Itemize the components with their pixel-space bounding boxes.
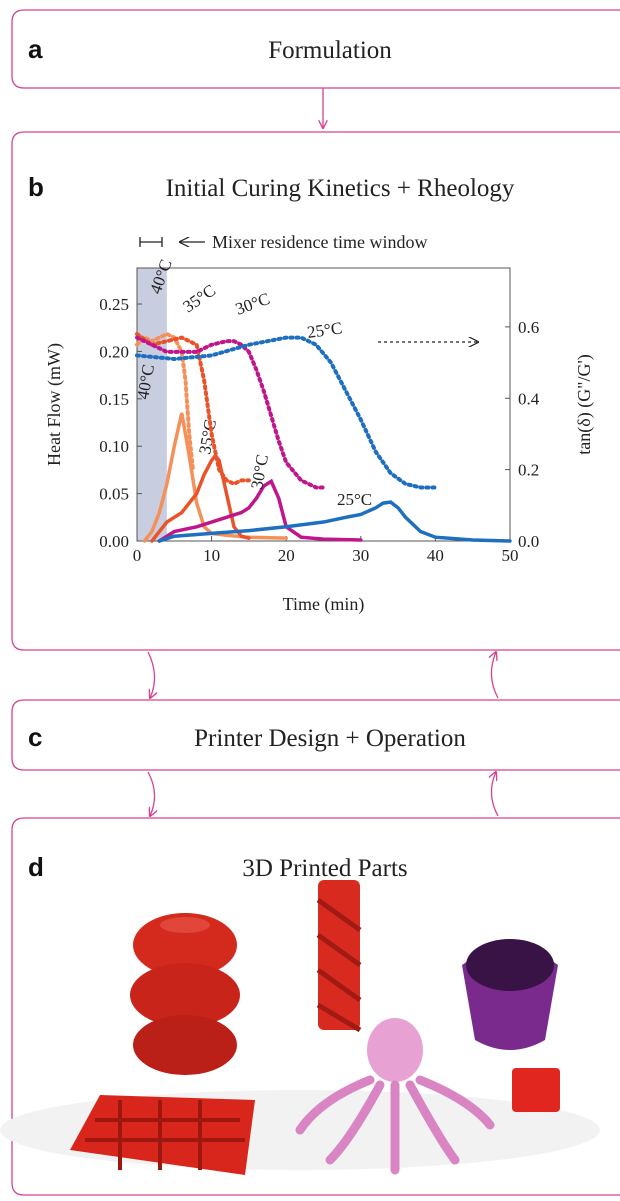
arrow — [148, 772, 155, 816]
x-tick-label: 0 — [133, 546, 142, 565]
x-axis-label: Time (min) — [283, 594, 365, 615]
panel-letter: d — [28, 852, 44, 882]
figure: a Formulation b Initial Curing Kinetics … — [0, 0, 620, 1201]
arrow — [491, 652, 498, 698]
annotation: Mixer residence time window — [212, 232, 427, 252]
panel-letter: a — [28, 34, 43, 64]
series-label: 40°C — [146, 257, 176, 297]
x-tick-label: 20 — [278, 546, 295, 565]
y2-tick-label: 0.0 — [518, 532, 539, 551]
y-tick-label: 0.20 — [99, 342, 129, 361]
y-tick-label: 0.15 — [99, 390, 129, 409]
x-tick-label: 30 — [352, 546, 369, 565]
window-marker — [140, 237, 162, 247]
parts-illustration — [0, 880, 600, 1175]
arrow — [148, 652, 155, 698]
series-label: 35°C — [179, 281, 219, 317]
panel-title: Printer Design + Operation — [194, 725, 466, 752]
y2-axis-label: tan(δ) (G"/G') — [574, 354, 595, 455]
x-tick-label: 40 — [427, 546, 444, 565]
y-tick-label: 0.25 — [99, 295, 129, 314]
y2-tick-label: 0.6 — [518, 318, 539, 337]
series-label: 30°C — [233, 289, 273, 319]
y2-tick-label: 0.4 — [518, 389, 540, 408]
y-axis-label: Heat Flow (mW) — [44, 343, 65, 466]
panel-letter: b — [28, 172, 44, 202]
y-tick-label: 0.00 — [99, 532, 129, 551]
panel-title: Initial Curing Kinetics + Rheology — [166, 175, 515, 202]
x-tick-label: 50 — [502, 546, 519, 565]
plot: 0 10 20 30 40 50 0.00 0.05 0.10 0.15 0.20 0.25 0.0 0.… — [44, 257, 595, 615]
series-label: 25°C — [337, 490, 372, 509]
y-tick-label: 0.05 — [99, 485, 129, 504]
arrow — [491, 772, 498, 816]
panel-title: Formulation — [268, 37, 392, 64]
y2-tick-label: 0.2 — [518, 461, 539, 480]
series-label: 25°C — [306, 318, 343, 342]
panel-letter: c — [28, 722, 42, 752]
page: a Formulation b Initial Curing Kinetics … — [0, 0, 620, 1201]
y-tick-label: 0.10 — [99, 437, 129, 456]
x-tick-label: 10 — [203, 546, 220, 565]
panel-title: 3D Printed Parts — [242, 855, 407, 882]
